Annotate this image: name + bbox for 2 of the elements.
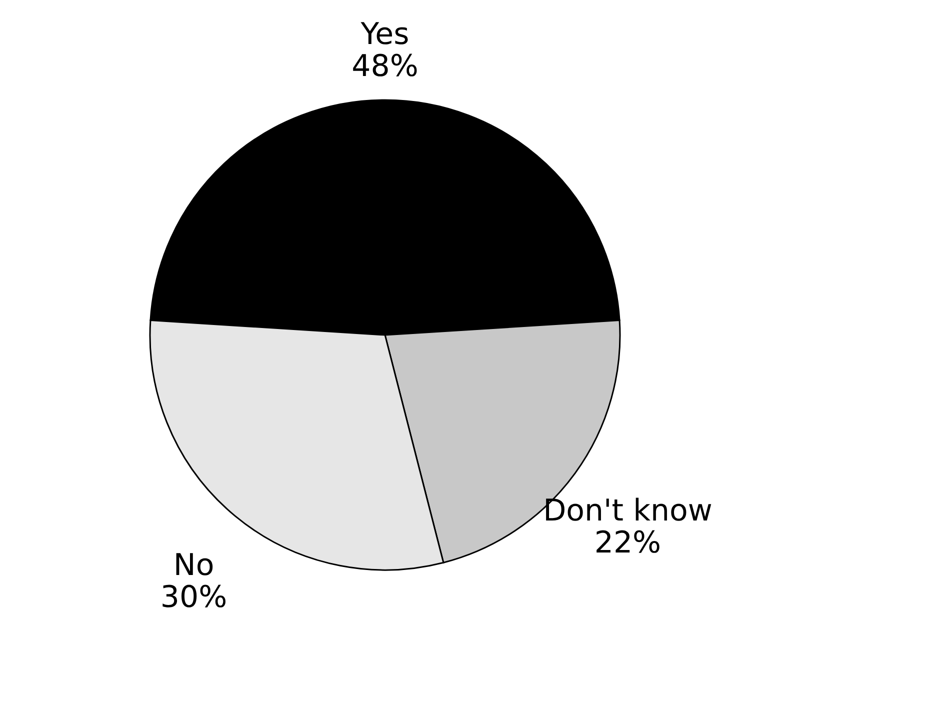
data-label: 48% — [352, 49, 418, 84]
slice-label: Yes — [360, 17, 410, 52]
